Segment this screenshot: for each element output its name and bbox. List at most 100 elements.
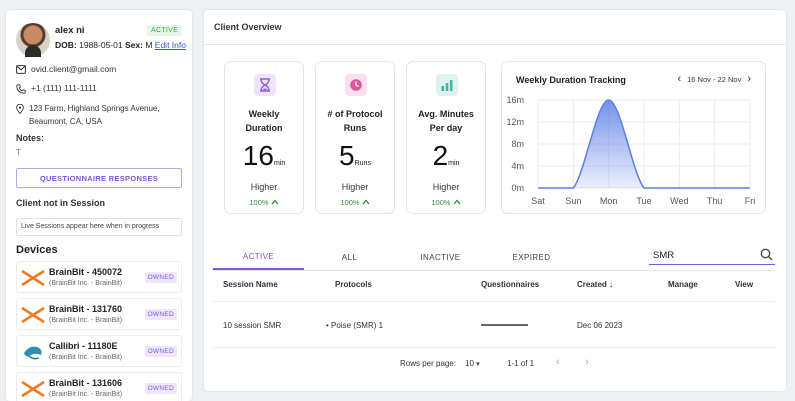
stat-unit: Runs <box>354 160 371 167</box>
tab-active[interactable]: ACTIVE <box>213 244 304 270</box>
x-tick-label: Mon <box>600 196 618 206</box>
clock-icon <box>350 79 362 91</box>
device-card[interactable]: BrainBit - 450072 (BrainBit Inc. - Brain… <box>16 261 182 293</box>
stat-percent-row: 100% <box>225 198 303 207</box>
stat-label-line-1: Weekly <box>248 109 280 119</box>
stat-icon-box <box>436 74 458 96</box>
owned-badge: OWNED <box>144 383 177 394</box>
phone-icon <box>16 84 26 94</box>
column-header-session-name[interactable]: Session Name <box>223 280 278 289</box>
session-name-cell[interactable]: 10 session SMR <box>223 321 282 330</box>
stat-unit: min <box>273 160 286 167</box>
x-tick-label: Wed <box>670 196 688 206</box>
stat-value-row: 16min <box>225 140 303 172</box>
device-name: BrainBit - 450072 <box>49 267 123 277</box>
sex-label: Sex: <box>124 40 143 50</box>
dob-line: DOB: 1988-05-01 Sex: M Edit Info <box>55 40 186 50</box>
stat-percent-row: 100% <box>316 198 394 207</box>
stat-label: # of Protocol Runs <box>316 107 394 135</box>
location-pin-icon <box>16 104 24 114</box>
session-status-title: Client not in Session <box>16 198 106 208</box>
stat-trend: Higher <box>250 182 278 192</box>
previous-page-icon[interactable]: ‹ <box>556 356 560 368</box>
previous-week-arrow-icon[interactable]: ‹ <box>677 73 682 85</box>
x-tick-label: Sun <box>565 196 581 206</box>
created-header-label: Created <box>577 280 607 289</box>
device-card[interactable]: Callibri - 11180E (BrainBit Inc. - Brain… <box>16 335 182 367</box>
x-tick-label: Thu <box>707 196 723 206</box>
next-page-icon[interactable]: › <box>585 356 589 368</box>
rows-per-page-value[interactable]: 10 <box>465 359 474 368</box>
divider <box>213 301 775 302</box>
devices-title: Devices <box>16 244 58 256</box>
column-header-protocols[interactable]: Protocols <box>335 280 372 289</box>
x-tick-label: Fri <box>745 196 756 206</box>
stat-trend: Higher <box>432 182 460 192</box>
date-range-nav: ‹ 16 Nov - 22 Nov › <box>677 73 751 85</box>
client-overview-panel: Client Overview Weekly Duration 16min Hig… <box>204 10 786 391</box>
brainbit-logo-icon <box>21 269 45 287</box>
stat-percent: 100% <box>340 198 360 207</box>
sex-value: M <box>145 40 153 50</box>
device-card[interactable]: BrainBit - 131760 (BrainBit Inc. - Brain… <box>16 298 182 330</box>
rows-per-page-select[interactable]: 10 ▾ <box>465 359 480 368</box>
stat-label-line-2: Duration <box>245 123 283 133</box>
device-name: BrainBit - 131606 <box>49 378 123 388</box>
column-header-manage[interactable]: Manage <box>668 280 698 289</box>
sort-down-arrow-icon[interactable]: ↓ <box>609 280 614 289</box>
owned-badge: OWNED <box>144 346 177 357</box>
owned-badge: OWNED <box>144 309 177 320</box>
protocol-name: Poise (SMR) 1 <box>331 321 384 330</box>
column-header-created[interactable]: Created ↓ <box>577 280 613 289</box>
created-cell: Dec 06 2023 <box>577 321 623 330</box>
device-card[interactable]: BrainBit - 131606 (BrainBit Inc. - Brain… <box>16 372 182 401</box>
y-tick-label: 0m <box>511 183 524 193</box>
tab-expired[interactable]: EXPIRED <box>512 252 551 262</box>
hourglass-icon <box>260 78 270 92</box>
stat-icon-box <box>345 74 367 96</box>
stat-icon-box <box>254 74 276 96</box>
date-range: 16 Nov - 22 Nov <box>687 74 742 84</box>
device-vendor: (BrainBit Inc. - BrainBit) <box>49 317 123 324</box>
notes-value: T <box>16 148 21 157</box>
client-sidebar: alex ni ACTIVE DOB: 1988-05-01 Sex: M Ed… <box>6 10 192 401</box>
stat-label-line-1: # of Protocol <box>327 109 383 119</box>
search-value[interactable]: SMR <box>653 250 675 261</box>
stat-label-line-1: Avg. Minutes <box>418 109 474 119</box>
stat-value-row: 2min <box>407 140 485 172</box>
edit-info-link[interactable]: Edit Info <box>154 40 186 50</box>
tab-all[interactable]: ALL <box>341 252 358 262</box>
client-name: alex ni <box>55 25 85 36</box>
stat-label: Weekly Duration <box>225 107 303 135</box>
device-vendor: (BrainBit Inc. - BrainBit) <box>49 280 123 287</box>
mail-icon <box>16 65 26 74</box>
status-badge: ACTIVE <box>147 25 183 36</box>
next-week-arrow-icon[interactable]: › <box>747 73 751 85</box>
notes-title: Notes: <box>16 133 45 143</box>
stat-unit: min <box>448 160 460 167</box>
weekly-duration-chart-card: Weekly Duration Tracking ‹ 16 Nov - 22 N… <box>501 61 766 214</box>
brainbit-logo-icon <box>21 380 45 398</box>
x-tick-label: Sat <box>531 196 545 206</box>
stat-label: Avg. Minutes Per day <box>407 107 485 135</box>
session-search-input[interactable]: SMR <box>649 246 775 265</box>
search-icon[interactable] <box>760 248 773 261</box>
address-row: 123 Farm, Highland Springs Avenue, Beaum… <box>16 102 160 128</box>
chart-title: Weekly Duration Tracking <box>516 75 626 85</box>
y-tick-label: 4m <box>511 161 524 171</box>
stat-percent: 100% <box>249 198 269 207</box>
address-line-2: Beaumont, CA, USA <box>29 117 102 126</box>
tab-inactive[interactable]: INACTIVE <box>420 252 461 262</box>
bar-chart-icon <box>441 80 453 91</box>
stat-label-line-2: Per day <box>429 123 463 133</box>
column-header-view[interactable]: View <box>735 280 754 289</box>
protocol-cell: • Poise (SMR) 1 <box>326 321 383 330</box>
questionnaire-responses-button[interactable]: QUESTIONNAIRE RESPONSES <box>16 168 182 188</box>
column-header-questionnaires[interactable]: Questionnaires <box>481 280 540 289</box>
dropdown-arrow-icon[interactable]: ▾ <box>476 361 480 368</box>
stat-percent-row: 100% <box>407 198 485 207</box>
address-line-1: 123 Farm, Highland Springs Avenue, <box>29 104 160 113</box>
avatar <box>16 23 50 57</box>
trend-up-icon <box>362 199 370 205</box>
email-row: ovid.client@gmail.com <box>16 64 116 74</box>
